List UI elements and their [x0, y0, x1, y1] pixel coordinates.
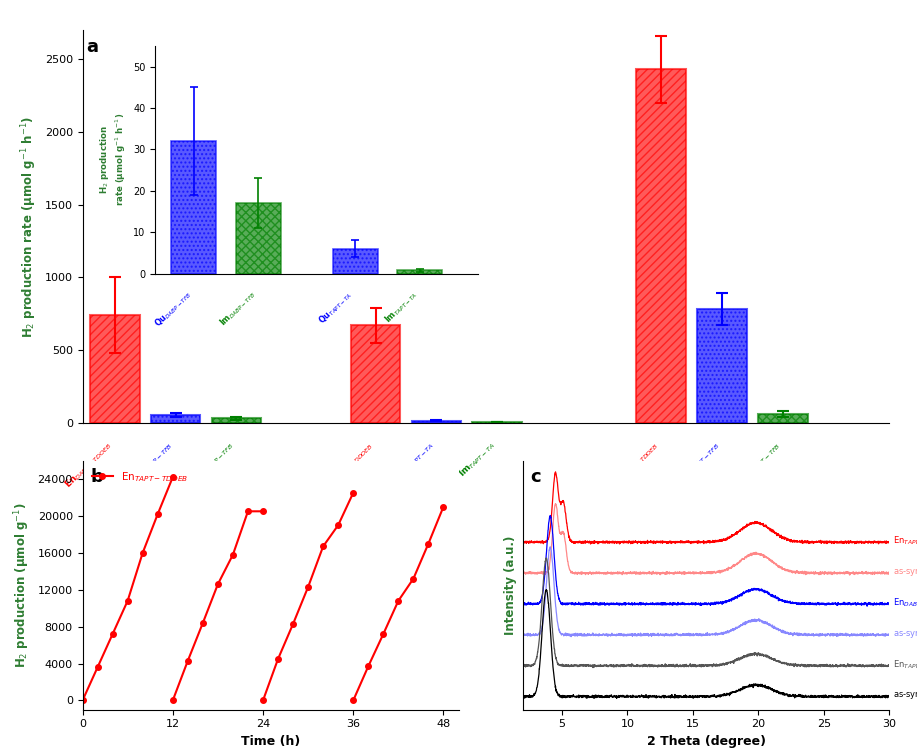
Text: En$_{TAPT-TDOEB}$: En$_{TAPT-TDOEB}$ — [610, 439, 661, 490]
Text: as-synthesized En$_{DABP-TDOEB}$: as-synthesized En$_{DABP-TDOEB}$ — [893, 627, 917, 639]
Bar — [757, 414, 808, 423]
Text: Im$_{DABP-TFB}$: Im$_{DABP-TFB}$ — [192, 439, 237, 484]
Text: c: c — [530, 468, 541, 486]
Y-axis label: Intensity (a.u.): Intensity (a.u.) — [504, 535, 517, 635]
Text: En$_{TAPT-DDOEB}$ after catalysis: En$_{TAPT-DDOEB}$ after catalysis — [893, 658, 917, 670]
Text: as-synthesized En$_{TAPT-TDOEB}$: as-synthesized En$_{TAPT-TDOEB}$ — [893, 565, 917, 578]
Text: En$_{DABP-TDOEB}$ after catalysis: En$_{DABP-TDOEB}$ after catalysis — [893, 596, 917, 609]
Bar — [350, 325, 401, 423]
Text: Qu$_{TAPT-TA}$: Qu$_{TAPT-TA}$ — [394, 439, 436, 481]
Text: Im$_{TAPT-TA}$: Im$_{TAPT-TA}$ — [456, 439, 497, 480]
Text: En$_{DABP-TDOEB}$: En$_{DABP-TDOEB}$ — [62, 439, 115, 491]
Bar — [412, 421, 461, 423]
Bar — [636, 69, 686, 423]
Bar — [212, 418, 261, 423]
Y-axis label: H$_2$ production (μmol g$^{-1}$): H$_2$ production (μmol g$^{-1}$) — [13, 502, 32, 668]
Text: Qu$_{DABP-TFB}$: Qu$_{DABP-TFB}$ — [129, 439, 176, 485]
Bar — [90, 315, 139, 423]
X-axis label: 2 Theta (degree): 2 Theta (degree) — [646, 735, 766, 748]
Y-axis label: H$_2$ production rate (μmol g$^{-1}$ h$^{-1}$): H$_2$ production rate (μmol g$^{-1}$ h$^… — [19, 116, 39, 337]
Text: En$_{TAPT-TDOEB}$ after catalysis: En$_{TAPT-TDOEB}$ after catalysis — [893, 534, 917, 547]
Bar — [697, 310, 746, 423]
X-axis label: Time (h): Time (h) — [241, 735, 300, 748]
Text: Qu$_{TAPT-TFB}$: Qu$_{TAPT-TFB}$ — [677, 439, 722, 484]
Text: a: a — [86, 38, 98, 56]
Text: Im$_{TAPT-TFB}$: Im$_{TAPT-TFB}$ — [739, 439, 783, 483]
Bar — [150, 414, 201, 423]
Legend: En$_{TAPT-TDOEB}$: En$_{TAPT-TDOEB}$ — [88, 466, 193, 488]
Text: as-synthesized En$_{TAPT-DDOEB}$: as-synthesized En$_{TAPT-DDOEB}$ — [893, 689, 917, 701]
Text: b: b — [90, 468, 103, 486]
Text: En$_{TAPT-DDOEB}$: En$_{TAPT-DDOEB}$ — [324, 439, 376, 491]
